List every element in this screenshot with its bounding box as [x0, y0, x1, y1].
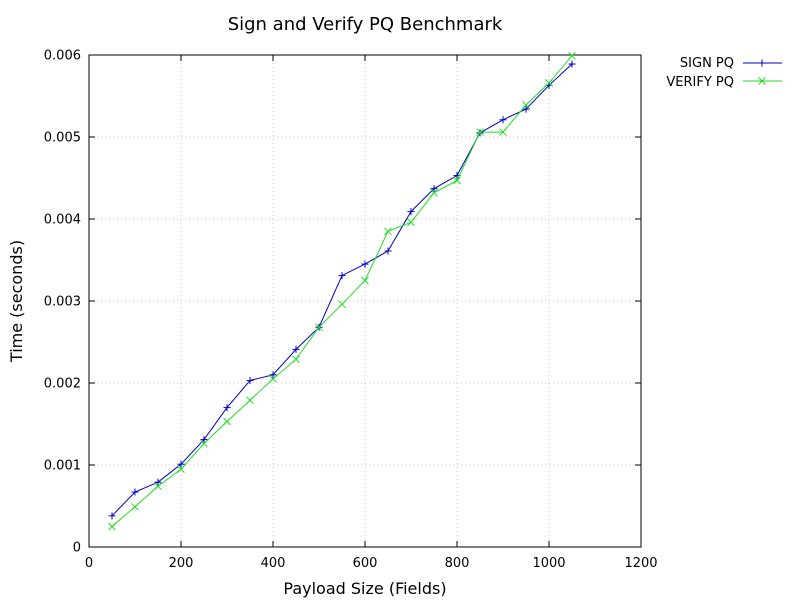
y-tick-label: 0.001 — [44, 459, 81, 474]
ticks-layer: 0 200 400 600 800 1000 1200 0 0.001 0.002 0.003 0.0… — [44, 49, 658, 572]
marker-stroke — [200, 439, 208, 448]
data-point-sign-pq — [154, 478, 162, 486]
marker-stroke — [338, 300, 346, 309]
marker-stroke — [154, 482, 162, 491]
data-point-verify-pq — [200, 439, 208, 448]
data-point-verify-pq — [338, 300, 346, 309]
data-point-verify-pq — [131, 502, 139, 511]
data-point-verify-pq — [361, 276, 369, 285]
y-tick-label: 0.004 — [44, 213, 81, 228]
marker-stroke — [453, 176, 461, 185]
legend: SIGN PQ VERIFY PQ — [666, 56, 782, 90]
y-tick-label: 0.003 — [44, 295, 81, 310]
series-layer — [108, 51, 576, 531]
data-point-verify-pq — [177, 465, 185, 473]
y-tick-label: 0.002 — [44, 377, 81, 392]
data-point-verify-pq — [407, 218, 415, 227]
data-point-sign-pq — [568, 60, 576, 68]
data-point-sign-pq — [223, 404, 231, 412]
data-point-sign-pq — [522, 105, 530, 113]
data-point-sign-pq — [361, 260, 369, 268]
marker-stroke — [246, 396, 254, 405]
marker-stroke — [384, 227, 392, 236]
data-point-verify-pq — [292, 355, 300, 364]
data-point-sign-pq — [246, 377, 254, 385]
data-point-verify-pq — [269, 375, 277, 383]
grid-layer — [89, 55, 641, 547]
data-point-sign-pq — [200, 436, 208, 444]
marker-stroke — [407, 218, 415, 227]
x-axis-label: Payload Size (Fields) — [283, 579, 446, 598]
data-point-verify-pq — [430, 188, 438, 197]
data-point-verify-pq — [315, 323, 323, 332]
marker-stroke — [522, 101, 530, 109]
data-point-sign-pq — [499, 116, 507, 124]
legend-label-verify-pq: VERIFY PQ — [666, 75, 734, 90]
data-point-verify-pq — [223, 417, 231, 426]
x-tick-label: 0 — [85, 556, 93, 571]
data-point-verify-pq — [476, 128, 484, 136]
y-axis-label: Time (seconds) — [7, 240, 26, 363]
data-point-sign-pq — [292, 345, 300, 353]
data-point-verify-pq — [545, 79, 553, 87]
marker-stroke — [131, 502, 139, 511]
data-point-sign-pq — [177, 460, 185, 468]
x-tick-label: 400 — [261, 556, 286, 571]
marker-stroke — [177, 465, 185, 473]
marker-stroke — [269, 375, 277, 383]
data-point-verify-pq — [154, 482, 162, 491]
marker-stroke — [315, 323, 323, 332]
marker-stroke — [545, 79, 553, 87]
legend-marker-verify-pq — [758, 77, 766, 85]
data-point-sign-pq — [108, 512, 116, 520]
data-point-verify-pq — [568, 51, 576, 60]
marker-stroke — [430, 188, 438, 197]
chart-title: Sign and Verify PQ Benchmark — [228, 14, 503, 35]
marker-stroke — [476, 128, 484, 136]
x-tick-label: 800 — [445, 556, 470, 571]
data-point-sign-pq — [269, 371, 277, 379]
data-point-verify-pq — [108, 522, 116, 531]
x-tick-label: 1000 — [532, 556, 565, 571]
data-point-verify-pq — [246, 396, 254, 405]
y-tick-label: 0.006 — [44, 49, 81, 64]
marker-stroke — [108, 522, 116, 531]
x-tick-label: 600 — [353, 556, 378, 571]
data-point-verify-pq — [384, 227, 392, 236]
data-point-sign-pq — [384, 247, 392, 255]
marker-stroke — [361, 276, 369, 285]
legend-marker-sign-pq — [758, 59, 766, 67]
data-point-sign-pq — [131, 488, 139, 496]
data-point-verify-pq — [453, 176, 461, 185]
data-point-sign-pq — [338, 272, 346, 280]
y-tick-label: 0.005 — [44, 131, 81, 146]
data-point-verify-pq — [499, 128, 507, 136]
data-point-sign-pq — [430, 185, 438, 193]
marker-stroke — [499, 128, 507, 136]
data-point-verify-pq — [522, 101, 530, 109]
y-tick-label: 0 — [73, 541, 81, 556]
data-point-sign-pq — [407, 208, 415, 216]
x-tick-label: 200 — [169, 556, 194, 571]
legend-label-sign-pq: SIGN PQ — [680, 56, 734, 71]
x-tick-label: 1200 — [624, 556, 657, 571]
marker-stroke — [568, 51, 576, 60]
marker-stroke — [223, 417, 231, 426]
marker-stroke — [292, 355, 300, 364]
